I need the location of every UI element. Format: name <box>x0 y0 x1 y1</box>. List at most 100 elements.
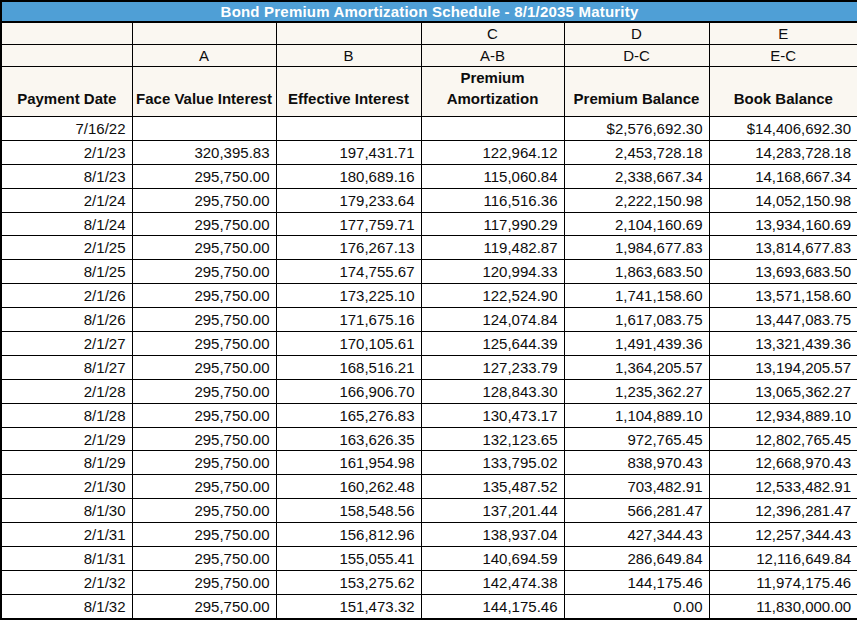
header-book-balance: Book Balance <box>709 66 857 117</box>
cell-face-value-interest <box>132 117 276 141</box>
cell-effective-interest: 161,954.98 <box>276 451 421 475</box>
cell-book-balance: 13,934,160.69 <box>709 212 857 236</box>
cell-book-balance: $14,406,692.30 <box>709 117 857 141</box>
cell-premium-balance: 972,765.45 <box>564 427 709 451</box>
formula-cell-premium-balance: D-C <box>564 44 709 66</box>
cell-face-value-interest: 295,750.00 <box>132 570 276 594</box>
cell-premium-balance: $2,576,692.30 <box>564 117 709 141</box>
table-row: 8/1/24 295,750.00 177,759.71 117,990.29 … <box>1 212 857 236</box>
table-row: 2/1/23 320,395.83 197,431.71 122,964.12 … <box>1 140 857 164</box>
formula-cell-payment-date <box>1 44 132 66</box>
cell-premium-amortization: 125,644.39 <box>421 332 564 356</box>
cell-payment-date: 2/1/23 <box>1 140 132 164</box>
cell-face-value-interest: 295,750.00 <box>132 284 276 308</box>
cell-effective-interest: 160,262.48 <box>276 475 421 499</box>
formula-cell-book-balance: E-C <box>709 44 857 66</box>
cell-face-value-interest: 295,750.00 <box>132 164 276 188</box>
cell-premium-balance: 838,970.43 <box>564 451 709 475</box>
cell-effective-interest: 177,759.71 <box>276 212 421 236</box>
table-row: 2/1/30 295,750.00 160,262.48 135,487.52 … <box>1 475 857 499</box>
cell-payment-date: 2/1/28 <box>1 379 132 403</box>
cell-premium-amortization: 130,473.17 <box>421 403 564 427</box>
table-row: 8/1/26 295,750.00 171,675.16 124,074.84 … <box>1 308 857 332</box>
header-effective-interest: Effective Interest <box>276 66 421 117</box>
cell-payment-date: 8/1/26 <box>1 308 132 332</box>
cell-effective-interest: 197,431.71 <box>276 140 421 164</box>
table-row: 2/1/25 295,750.00 176,267.13 119,482.87 … <box>1 236 857 260</box>
cell-payment-date: 8/1/23 <box>1 164 132 188</box>
cell-payment-date: 2/1/32 <box>1 570 132 594</box>
cell-premium-balance: 1,491,439.36 <box>564 332 709 356</box>
column-header-row: Payment Date Face Value Interest Effecti… <box>1 66 857 117</box>
cell-premium-amortization: 132,123.65 <box>421 427 564 451</box>
cell-premium-amortization: 115,060.84 <box>421 164 564 188</box>
cell-premium-balance: 1,741,158.60 <box>564 284 709 308</box>
table-row: 8/1/29 295,750.00 161,954.98 133,795.02 … <box>1 451 857 475</box>
cell-payment-date: 2/1/24 <box>1 188 132 212</box>
cell-face-value-interest: 295,750.00 <box>132 212 276 236</box>
cell-effective-interest: 180,689.16 <box>276 164 421 188</box>
table-body: 7/16/22 $2,576,692.30 $14,406,692.30 2/1… <box>1 117 857 620</box>
table-row: 7/16/22 $2,576,692.30 $14,406,692.30 <box>1 117 857 141</box>
cell-premium-balance: 2,453,728.18 <box>564 140 709 164</box>
cell-face-value-interest: 295,750.00 <box>132 403 276 427</box>
cell-face-value-interest: 295,750.00 <box>132 547 276 571</box>
cell-effective-interest: 176,267.13 <box>276 236 421 260</box>
cell-payment-date: 2/1/31 <box>1 523 132 547</box>
cell-payment-date: 2/1/25 <box>1 236 132 260</box>
cell-premium-amortization: 116,516.36 <box>421 188 564 212</box>
cell-premium-balance: 144,175.46 <box>564 570 709 594</box>
cell-book-balance: 11,974,175.46 <box>709 570 857 594</box>
cell-effective-interest: 155,055.41 <box>276 547 421 571</box>
cell-payment-date: 8/1/30 <box>1 499 132 523</box>
cell-premium-balance: 286,649.84 <box>564 547 709 571</box>
cell-effective-interest: 156,812.96 <box>276 523 421 547</box>
cell-book-balance: 14,283,728.18 <box>709 140 857 164</box>
table-row: 8/1/30 295,750.00 158,548.56 137,201.44 … <box>1 499 857 523</box>
cell-payment-date: 2/1/27 <box>1 332 132 356</box>
table-row: 2/1/29 295,750.00 163,626.35 132,123.65 … <box>1 427 857 451</box>
cell-face-value-interest: 295,750.00 <box>132 427 276 451</box>
cell-payment-date: 7/16/22 <box>1 117 132 141</box>
cell-premium-amortization: 117,990.29 <box>421 212 564 236</box>
cell-premium-amortization: 127,233.79 <box>421 355 564 379</box>
formula-cell-premium-amortization: A-B <box>421 44 564 66</box>
cell-premium-amortization: 120,994.33 <box>421 260 564 284</box>
cell-book-balance: 12,257,344.43 <box>709 523 857 547</box>
cell-face-value-interest: 295,750.00 <box>132 308 276 332</box>
cell-premium-balance: 1,364,205.57 <box>564 355 709 379</box>
formula-cell-effective-interest: B <box>276 44 421 66</box>
cell-premium-amortization: 124,074.84 <box>421 308 564 332</box>
letter-cell-effective-interest <box>276 22 421 44</box>
column-letter-row: C D E <box>1 22 857 44</box>
cell-effective-interest: 151,473.32 <box>276 594 421 619</box>
cell-premium-balance: 1,235,362.27 <box>564 379 709 403</box>
header-face-value-interest: Face Value Interest <box>132 66 276 117</box>
cell-effective-interest: 174,755.67 <box>276 260 421 284</box>
header-payment-date: Payment Date <box>1 66 132 117</box>
cell-premium-balance: 1,984,677.83 <box>564 236 709 260</box>
formula-row: A B A-B D-C E-C <box>1 44 857 66</box>
cell-premium-balance: 1,863,683.50 <box>564 260 709 284</box>
cell-premium-amortization: 138,937.04 <box>421 523 564 547</box>
cell-payment-date: 8/1/29 <box>1 451 132 475</box>
cell-face-value-interest: 295,750.00 <box>132 260 276 284</box>
cell-book-balance: 11,830,000.00 <box>709 594 857 619</box>
cell-premium-amortization: 142,474.38 <box>421 570 564 594</box>
cell-book-balance: 14,168,667.34 <box>709 164 857 188</box>
cell-book-balance: 13,693,683.50 <box>709 260 857 284</box>
cell-effective-interest: 170,105.61 <box>276 332 421 356</box>
cell-effective-interest: 158,548.56 <box>276 499 421 523</box>
cell-payment-date: 2/1/30 <box>1 475 132 499</box>
cell-premium-amortization: 122,524.90 <box>421 284 564 308</box>
cell-premium-balance: 2,338,667.34 <box>564 164 709 188</box>
cell-face-value-interest: 295,750.00 <box>132 499 276 523</box>
cell-effective-interest: 165,276.83 <box>276 403 421 427</box>
amortization-schedule-sheet: Bond Premium Amortization Schedule - 8/1… <box>0 0 857 620</box>
table-row: 2/1/26 295,750.00 173,225.10 122,524.90 … <box>1 284 857 308</box>
cell-book-balance: 13,447,083.75 <box>709 308 857 332</box>
cell-book-balance: 13,814,677.83 <box>709 236 857 260</box>
cell-premium-amortization: 119,482.87 <box>421 236 564 260</box>
cell-book-balance: 12,396,281.47 <box>709 499 857 523</box>
cell-effective-interest: 153,275.62 <box>276 570 421 594</box>
